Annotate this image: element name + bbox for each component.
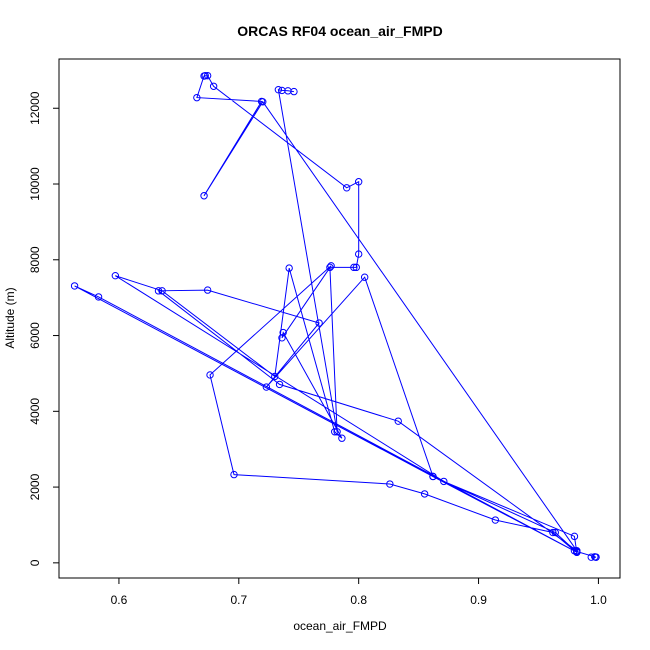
data-point	[354, 178, 363, 186]
data-point	[326, 263, 334, 272]
data-point	[201, 71, 209, 80]
data-point	[354, 250, 363, 258]
data-point	[592, 553, 600, 561]
y-axis-label: Altitude (m)	[3, 287, 17, 348]
data-point	[491, 516, 500, 524]
data-point	[350, 263, 358, 272]
x-tick-label: 0.8	[350, 593, 367, 607]
data-point	[257, 97, 266, 106]
y-tick-label: 10000	[28, 167, 42, 201]
x-axis: 0.6 0.7 0.8 0.9 1.0	[111, 577, 607, 607]
x-tick-label: 1.0	[590, 593, 607, 607]
data-point	[587, 553, 595, 561]
data-point	[386, 480, 394, 488]
data-point	[327, 262, 335, 270]
data-point	[440, 477, 448, 486]
data-point	[278, 334, 286, 342]
data-point	[573, 547, 581, 555]
data-point	[333, 428, 341, 436]
plot-area	[70, 71, 600, 561]
data-point	[70, 282, 79, 290]
data-point	[274, 85, 283, 94]
chart-title: ORCAS RF04 ocean_air_FMPD	[237, 23, 442, 39]
data-point	[342, 184, 351, 192]
data-point	[209, 82, 218, 90]
data-point	[360, 273, 369, 281]
data-point	[551, 528, 559, 537]
x-tick-label: 0.9	[470, 593, 487, 607]
data-point	[154, 287, 163, 295]
data-point	[203, 71, 212, 80]
data-point	[94, 293, 103, 301]
data-point	[352, 263, 360, 272]
y-tick-label: 6000	[28, 322, 42, 349]
data-point	[271, 372, 279, 381]
data-point	[570, 532, 579, 541]
data-point	[193, 93, 201, 102]
x-tick-label: 0.7	[230, 593, 247, 607]
data-point	[315, 319, 323, 327]
data-point	[420, 490, 429, 498]
data-point	[285, 264, 293, 272]
x-axis-label: ocean_air_FMPD	[293, 619, 387, 633]
y-tick-label: 0	[28, 559, 42, 566]
data-point	[206, 371, 214, 379]
data-point	[203, 286, 212, 294]
y-tick-label: 8000	[28, 246, 42, 273]
y-tick-label: 2000	[28, 473, 42, 500]
data-point	[331, 428, 339, 436]
data-point	[338, 434, 346, 442]
data-point	[549, 528, 557, 537]
data-point	[230, 470, 238, 479]
series-line	[74, 75, 597, 558]
data-point	[279, 328, 287, 337]
data-point	[262, 383, 271, 391]
data-point	[429, 472, 437, 481]
data-point	[275, 380, 284, 389]
data-point	[200, 192, 208, 200]
data-point	[290, 87, 298, 96]
data-point	[394, 417, 402, 425]
y-tick-label: 4000	[28, 398, 42, 425]
data-point	[111, 271, 120, 280]
y-axis: 0 2000 4000 6000 8000 10000 12000	[28, 91, 60, 566]
x-tick-label: 0.6	[111, 593, 128, 607]
y-tick-label: 12000	[28, 91, 42, 125]
data-point	[158, 287, 166, 295]
